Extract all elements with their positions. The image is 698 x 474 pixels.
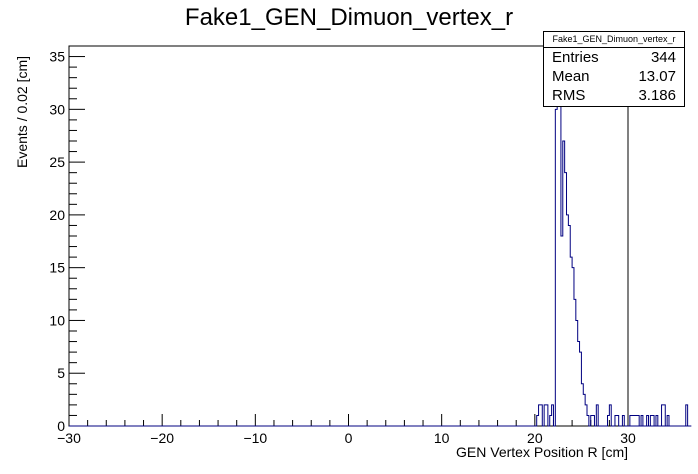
histogram-series: [69, 66, 692, 427]
y-tick-label: 0: [57, 418, 65, 434]
x-axis-label: GEN Vertex Position R [cm]: [456, 444, 628, 460]
x-tick-label: 0: [345, 430, 353, 446]
y-tick-label: 25: [49, 154, 65, 170]
x-tick-label: −20: [150, 430, 174, 446]
stats-entries-value: 344: [650, 49, 676, 66]
stats-box-title: Fake1_GEN_Dimuon_vertex_r: [544, 32, 684, 48]
stats-box: Fake1_GEN_Dimuon_vertex_r Entries 344 Me…: [543, 31, 685, 107]
stats-entries-row: Entries 344: [544, 48, 684, 67]
y-tick-label: 15: [49, 260, 65, 276]
axis-tick-labels: −30 −20 −10 0 10 20 30 0 5 10 15 20 25 30 35: [49, 49, 636, 446]
y-tick-label: 10: [49, 312, 65, 328]
y-tick-label: 30: [49, 101, 65, 117]
axis-ticks: [68, 45, 629, 427]
y-axis-label: Events / 0.02 [cm]: [14, 55, 30, 168]
chart-title: Fake1_GEN_Dimuon_vertex_r: [184, 4, 514, 31]
stats-mean-label: Mean: [552, 68, 590, 85]
y-tick-label: 5: [57, 365, 65, 381]
stats-rms-value: 3.186: [638, 87, 676, 104]
x-tick-label: 10: [434, 430, 450, 446]
y-tick-label: 20: [49, 207, 65, 223]
x-tick-label: −30: [57, 430, 81, 446]
stats-mean-row: Mean 13.07: [544, 67, 684, 86]
stats-mean-value: 13.07: [638, 68, 676, 85]
stats-rms-label: RMS: [552, 87, 586, 104]
y-tick-label: 35: [49, 49, 65, 65]
x-tick-label: 20: [527, 430, 543, 446]
x-tick-label: 30: [620, 430, 636, 446]
stats-entries-label: Entries: [552, 49, 599, 66]
stats-rms-row: RMS 3.186: [544, 86, 684, 105]
x-tick-label: −10: [243, 430, 267, 446]
